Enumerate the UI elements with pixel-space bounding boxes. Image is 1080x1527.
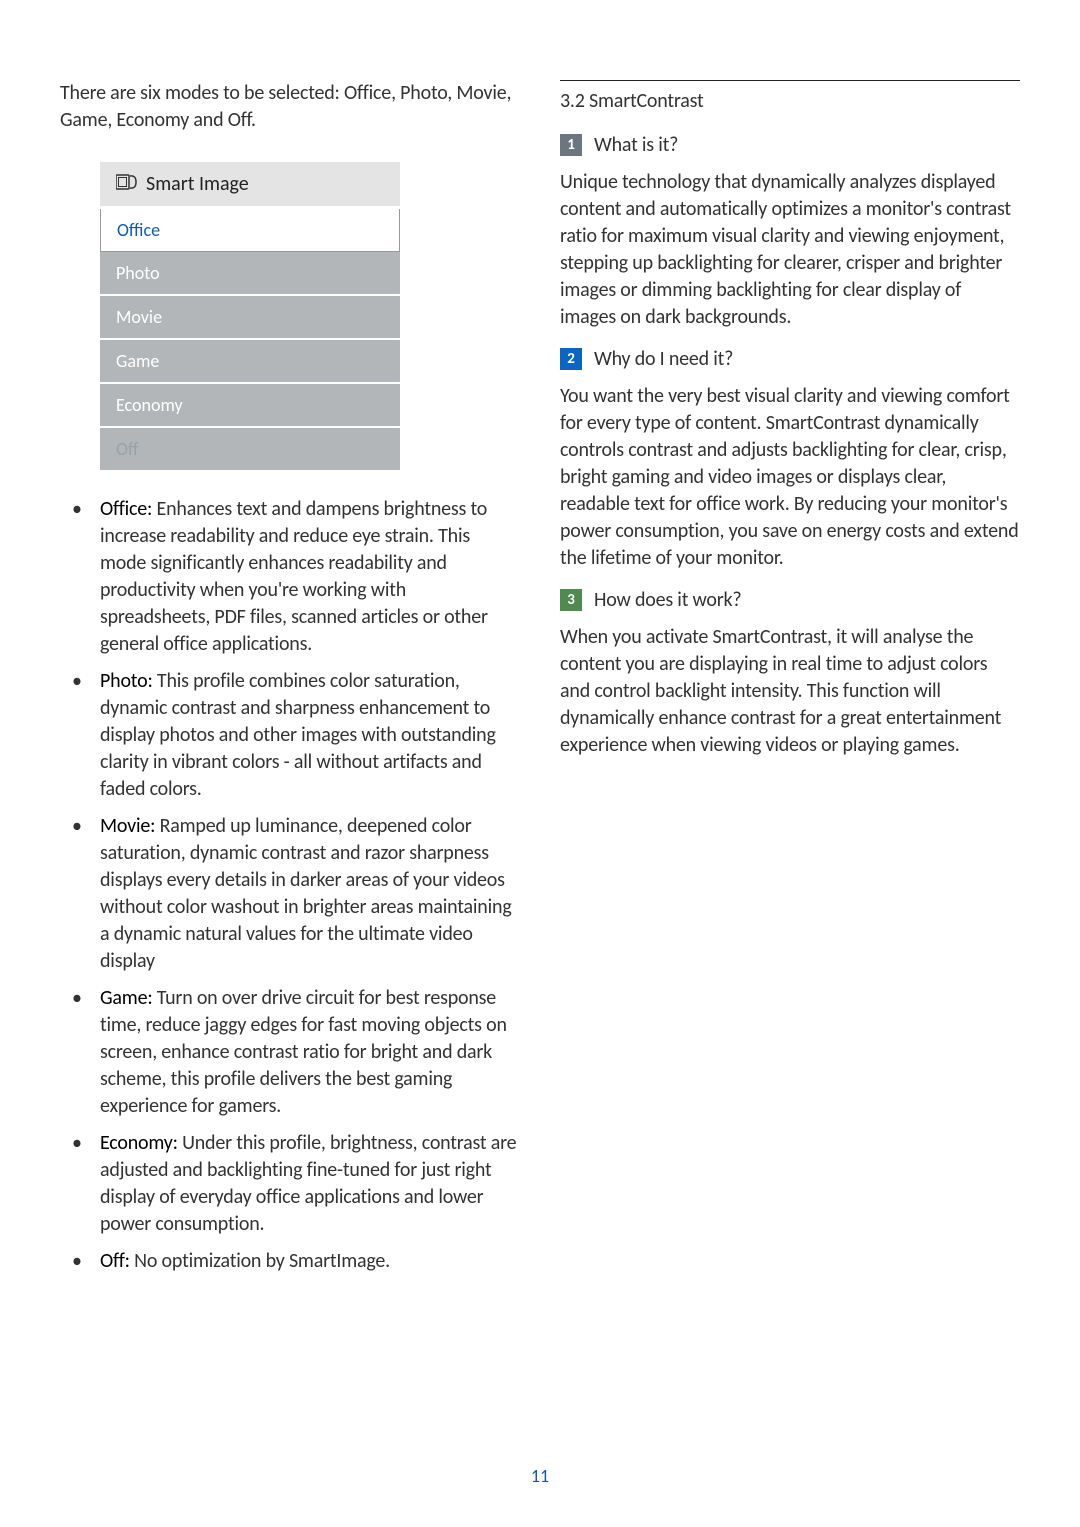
menu-item-economy[interactable]: Economy — [100, 384, 400, 428]
bullets-list: Office: Enhances text and dampens bright… — [60, 496, 520, 1275]
bullet-text: Turn on over drive circuit for best resp… — [100, 986, 507, 1118]
two-column-layout: There are six modes to be selected: Offi… — [60, 80, 1020, 1285]
left-column: There are six modes to be selected: Offi… — [60, 80, 520, 1285]
section-title: 3.2 SmartContrast — [560, 89, 1020, 113]
smartimage-menu: Smart Image OfficePhotoMovieGameEconomyO… — [100, 162, 400, 472]
number-box: 2 — [560, 348, 582, 370]
menu-header-label: Smart Image — [146, 172, 249, 196]
bullet-label: Off: — [100, 1249, 130, 1273]
bullet-label: Economy: — [100, 1131, 178, 1155]
number-box: 1 — [560, 134, 582, 156]
bullet-label: Photo: — [100, 669, 153, 693]
numbered-title: Why do I need it? — [594, 347, 733, 371]
paragraph: When you activate SmartContrast, it will… — [560, 624, 1020, 759]
paragraph: Unique technology that dynamically analy… — [560, 169, 1020, 331]
menu-item-movie[interactable]: Movie — [100, 296, 400, 340]
menu-header: Smart Image — [100, 162, 400, 209]
paragraph: You want the very best visual clarity an… — [560, 383, 1020, 572]
menu-item-office[interactable]: Office — [100, 209, 400, 252]
bullet-label: Office: — [100, 497, 152, 521]
menu-item-off[interactable]: Off — [100, 428, 400, 472]
bullet-text: Enhances text and dampens brightness to … — [100, 497, 488, 656]
bullet-label: Game: — [100, 986, 152, 1010]
bullet-text: This profile combines color saturation, … — [100, 669, 496, 801]
bullet-item: Movie: Ramped up luminance, deepened col… — [70, 813, 520, 975]
section-divider — [560, 80, 1020, 81]
number-box: 3 — [560, 589, 582, 611]
bullet-item: Off: No optimization by SmartImage. — [70, 1248, 520, 1275]
bullet-item: Office: Enhances text and dampens bright… — [70, 496, 520, 658]
page-number: 11 — [531, 1465, 549, 1487]
bullet-item: Game: Turn on over drive circuit for bes… — [70, 985, 520, 1120]
numbered-heading: 1 What is it? — [560, 133, 1020, 157]
numbered-heading: 3 How does it work? — [560, 588, 1020, 612]
numbered-title: What is it? — [594, 133, 678, 157]
intro-text: There are six modes to be selected: Offi… — [60, 80, 520, 134]
menu-item-photo[interactable]: Photo — [100, 252, 400, 296]
menu-item-game[interactable]: Game — [100, 340, 400, 384]
numbered-title: How does it work? — [594, 588, 742, 612]
numbered-heading: 2 Why do I need it? — [560, 347, 1020, 371]
bullet-text: No optimization by SmartImage. — [130, 1249, 390, 1273]
smartimage-icon — [116, 173, 138, 196]
bullet-item: Photo: This profile combines color satur… — [70, 668, 520, 803]
bullet-text: Ramped up luminance, deepened color satu… — [100, 814, 512, 973]
bullet-item: Economy: Under this profile, brightness,… — [70, 1130, 520, 1238]
bullet-label: Movie: — [100, 814, 155, 838]
right-column: 3.2 SmartContrast 1 What is it? Unique tec… — [560, 80, 1020, 1285]
